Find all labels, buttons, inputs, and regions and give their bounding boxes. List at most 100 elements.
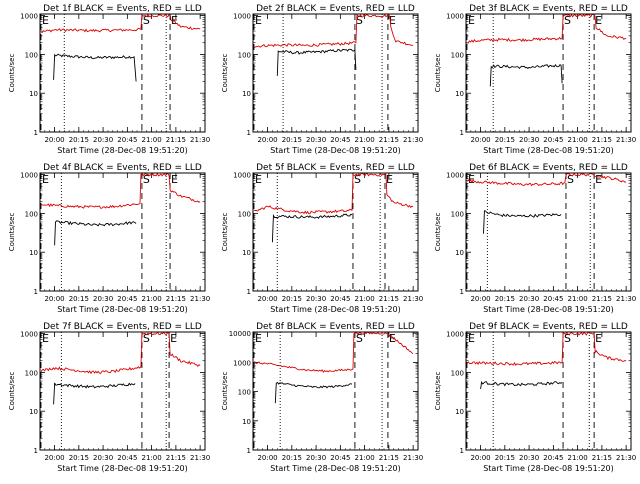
x-tick-label: 20:30 [519, 295, 539, 303]
y-axis-label: Counts/sec [221, 372, 229, 411]
x-tick-label: 21:15 [379, 136, 399, 144]
marker-label: E [595, 173, 602, 186]
y-tick-label: 100 [451, 51, 464, 59]
lld-series-line [253, 13, 414, 49]
marker-label: S [356, 332, 363, 345]
y-axis-label: Counts/sec [221, 54, 229, 93]
chart-panel: Det 9f BLACK = Events, RED = LLD Counts/s… [434, 322, 636, 473]
x-axis-label: Start Time (28-Dec-08 19:51:20) [270, 146, 401, 155]
x-axis-label: Start Time (28-Dec-08 19:51:20) [270, 464, 401, 473]
x-axis-label: Start Time (28-Dec-08 19:51:20) [483, 464, 614, 473]
plot-frame [39, 13, 206, 133]
x-tick-label: 20:15 [282, 454, 302, 462]
marker-label: E [255, 332, 262, 345]
y-tick-label: 1000 [233, 13, 251, 21]
chart-panel: Det 8f BLACK = Events, RED = LLD Counts/s… [221, 322, 423, 473]
x-tick-label: 21:30 [190, 454, 210, 462]
y-tick-label: 100 [25, 369, 38, 377]
y-axis-label: Counts/sec [434, 54, 442, 93]
chart-panel: Det 3f BLACK = Events, RED = LLD Counts/s… [434, 4, 636, 155]
x-tick-label: 20:45 [117, 295, 137, 303]
x-tick-label: 21:15 [379, 454, 399, 462]
marker-label: E [389, 332, 396, 345]
y-tick-label: 100 [25, 51, 38, 59]
x-tick-label: 20:00 [470, 454, 490, 462]
y-tick-label: 10 [455, 90, 464, 98]
y-tick-label: 1000 [446, 172, 464, 180]
x-tick-label: 20:30 [306, 136, 326, 144]
x-tick-label: 21:15 [166, 136, 186, 144]
y-tick-label: 10 [242, 418, 251, 426]
y-tick-label: 1 [460, 288, 464, 296]
x-tick-label: 21:15 [379, 295, 399, 303]
y-axis-label: Counts/sec [8, 372, 16, 411]
x-tick-label: 20:45 [330, 136, 350, 144]
y-tick-label: 1000 [20, 13, 38, 21]
x-tick-label: 20:15 [69, 295, 89, 303]
x-tick-label: 20:00 [470, 295, 490, 303]
x-tick-label: 20:00 [257, 295, 277, 303]
lld-series-line [466, 172, 627, 187]
y-tick-label: 1 [247, 447, 251, 455]
plot-frame [465, 13, 632, 133]
lld-series-line [40, 172, 201, 209]
marker-label: E [255, 14, 262, 27]
x-tick-label: 21:00 [142, 454, 162, 462]
x-tick-label: 21:15 [166, 295, 186, 303]
x-tick-label: 21:30 [403, 454, 423, 462]
marker-label: E [255, 173, 262, 186]
marker-label: E [468, 173, 475, 186]
x-axis-label: Start Time (28-Dec-08 19:51:20) [483, 146, 614, 155]
chart-title: Det 4f BLACK = Events, RED = LLD [43, 163, 202, 173]
chart-panel: Det 6f BLACK = Events, RED = LLD Counts/s… [434, 163, 636, 314]
y-tick-label: 10 [29, 90, 38, 98]
x-axis-label: Start Time (28-Dec-08 19:51:20) [483, 305, 614, 314]
y-tick-label: 1000 [233, 172, 251, 180]
x-tick-label: 21:30 [403, 295, 423, 303]
events-series-line [274, 381, 353, 404]
x-tick-label: 21:00 [355, 295, 375, 303]
x-tick-label: 21:30 [190, 136, 210, 144]
chart-panel: Det 1f BLACK = Events, RED = LLD Counts/s… [8, 4, 210, 155]
y-tick-label: 1000 [20, 331, 38, 339]
x-axis-label: Start Time (28-Dec-08 19:51:20) [57, 146, 188, 155]
x-axis-label: Start Time (28-Dec-08 19:51:20) [57, 305, 188, 314]
x-tick-label: 21:00 [142, 295, 162, 303]
x-tick-label: 21:00 [568, 295, 588, 303]
y-tick-label: 1000 [233, 359, 251, 367]
marker-label: S [567, 173, 574, 186]
x-tick-label: 20:15 [69, 454, 89, 462]
events-series-line [271, 213, 353, 243]
x-tick-label: 21:00 [142, 136, 162, 144]
y-tick-label: 1000 [446, 331, 464, 339]
x-tick-label: 20:30 [93, 454, 113, 462]
y-tick-label: 10 [455, 249, 464, 257]
marker-label: S [564, 332, 571, 345]
events-series-line [53, 382, 136, 405]
chart-title: Det 2f BLACK = Events, RED = LLD [256, 4, 415, 14]
chart-panel: Det 5f BLACK = Events, RED = LLD Counts/s… [221, 163, 423, 314]
x-tick-label: 21:00 [355, 136, 375, 144]
x-tick-label: 20:30 [519, 136, 539, 144]
lld-series-line [466, 13, 627, 44]
plot-frame [252, 331, 419, 451]
y-tick-label: 1000 [20, 172, 38, 180]
y-axis-label: Counts/sec [221, 213, 229, 252]
y-tick-label: 100 [451, 369, 464, 377]
events-series-line [276, 48, 357, 76]
events-series-line [54, 220, 137, 246]
x-tick-label: 20:45 [117, 136, 137, 144]
x-tick-label: 20:30 [306, 454, 326, 462]
x-tick-label: 21:30 [616, 136, 636, 144]
x-tick-label: 21:15 [592, 295, 612, 303]
chart-title: Det 3f BLACK = Events, RED = LLD [469, 4, 628, 14]
y-tick-label: 1 [247, 129, 251, 137]
marker-label: S [143, 14, 150, 27]
y-tick-label: 100 [25, 210, 38, 218]
events-series-line [483, 210, 562, 234]
chart-title: Det 7f BLACK = Events, RED = LLD [43, 322, 202, 332]
x-tick-label: 20:45 [543, 295, 563, 303]
x-tick-label: 20:00 [44, 295, 64, 303]
y-tick-label: 100 [238, 389, 251, 397]
